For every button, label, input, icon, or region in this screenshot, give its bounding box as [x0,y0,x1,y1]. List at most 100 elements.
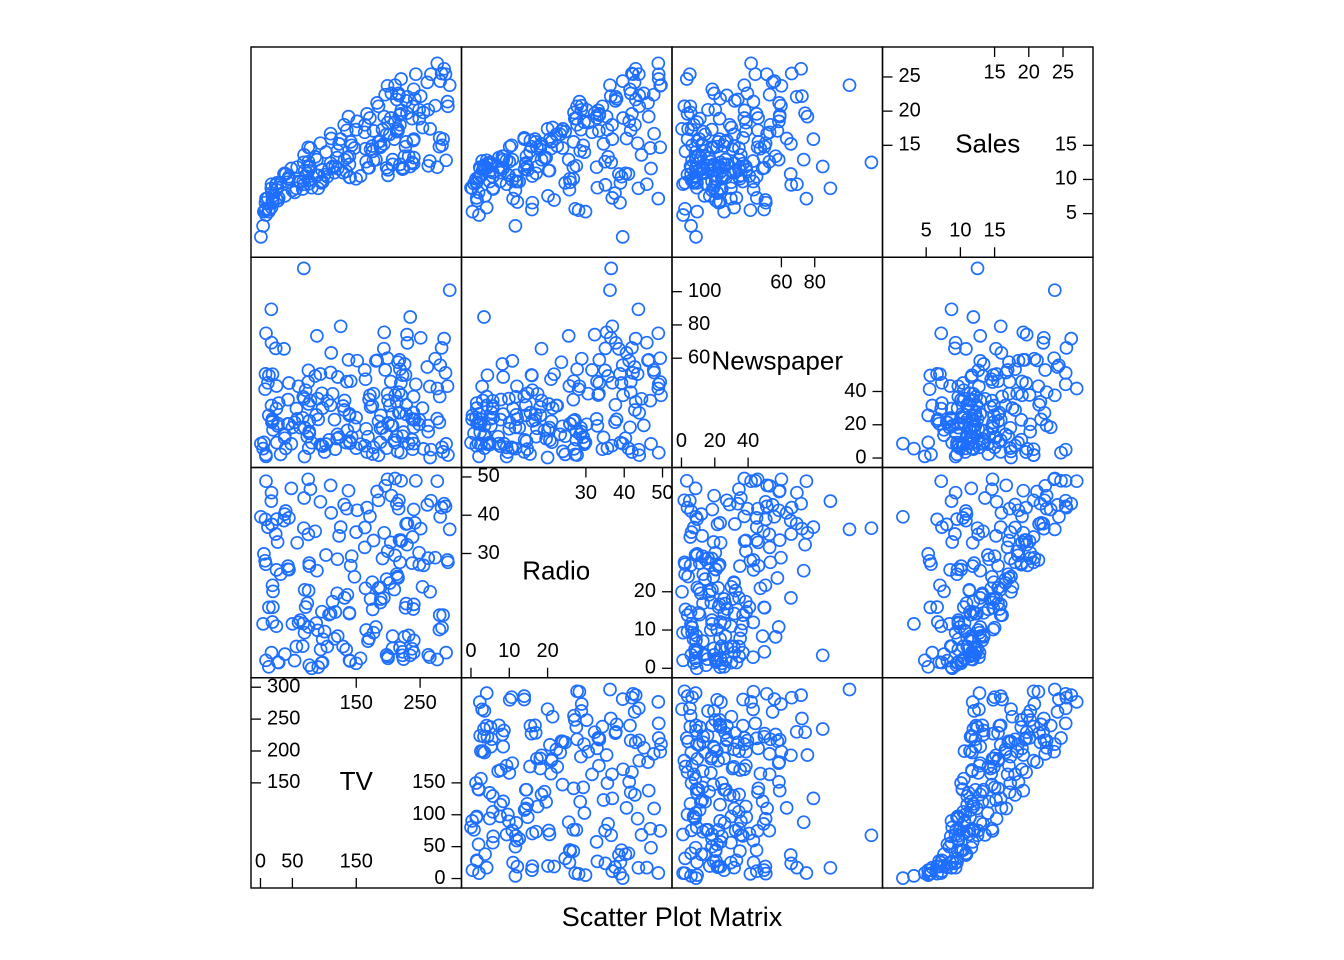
data-point [376,341,391,356]
panel-3-1 [460,677,673,889]
data-point [701,704,715,718]
data-point [533,751,548,766]
data-point [281,392,295,407]
tick-label: 0 [645,657,656,679]
data-point [278,504,293,518]
panel-3-0: TV 150 200 250 300 150 250 0 50 100 150 0 50 150 [250,675,463,889]
data-point [349,122,363,137]
data-point [636,740,651,755]
data-point [643,393,658,408]
data-point [358,141,373,156]
data-point [675,584,689,599]
data-point [508,869,523,883]
data-point [842,682,857,697]
data-point [759,67,774,82]
data-point [750,472,765,487]
tick-label: 50 [478,465,500,487]
data-point [313,136,328,151]
data-point [733,160,747,175]
variable-name-radio: Radio [522,556,590,586]
data-point [413,330,428,345]
data-point [965,695,980,709]
data-point [506,855,520,870]
data-point [1047,283,1062,298]
data-point [966,796,981,811]
data-point [748,473,763,488]
data-point [708,713,723,727]
data-point [708,102,723,117]
data-point [653,375,668,389]
data-point [636,86,651,101]
data-point [699,822,713,837]
data-point [609,717,624,732]
data-point [991,558,1005,573]
data-point [332,430,346,445]
data-point [343,374,358,389]
data-point [330,629,345,643]
data-point [541,397,556,411]
data-point [324,506,339,520]
data-point [690,204,704,219]
data-point [310,329,324,343]
data-point [365,447,380,461]
data-point [621,846,636,861]
data-point [472,695,487,709]
data-point [823,494,838,508]
data-point [477,310,491,324]
data-point [789,89,804,104]
data-point [950,567,964,582]
data-point [384,488,399,503]
data-point [647,126,661,141]
data-point [1019,500,1033,515]
data-point [1016,325,1031,340]
data-point [628,331,643,346]
data-point [934,474,949,489]
data-point [682,493,697,508]
data-point [647,801,661,816]
data-point [798,537,812,552]
tick-label: 20 [1018,61,1040,83]
data-point [301,441,316,455]
data-point [330,370,345,384]
data-point [303,393,318,408]
data-point [689,718,703,733]
data-point [399,517,413,531]
data-point [290,535,305,550]
data-point [632,448,647,463]
data-point [1058,701,1073,716]
data-point [517,132,532,146]
data-point [790,177,804,192]
data-point [707,740,721,755]
data-point [965,763,979,777]
data-point [751,781,766,796]
data-point [332,137,346,151]
panel-frame [881,677,1094,889]
data-point [622,775,637,789]
data-point [533,761,548,776]
data-point [301,620,316,634]
data-point [963,386,977,401]
data-point [705,617,719,631]
data-point [336,639,350,654]
data-point [297,491,311,505]
data-point [302,556,317,570]
data-point [864,521,879,536]
data-point [578,435,593,450]
data-point [415,120,430,135]
data-point [711,581,725,595]
data-point [1047,522,1062,537]
data-point [753,581,768,596]
data-point [479,860,494,875]
data-point [720,157,734,172]
data-point [762,767,777,782]
data-point [289,181,304,196]
data-point [982,552,996,567]
data-point [337,393,352,408]
tick-label: 50 [281,850,303,872]
data-point [930,600,944,614]
data-point [317,624,332,639]
tick-label: 100 [688,280,721,302]
data-point [985,482,999,497]
data-point [394,388,409,402]
